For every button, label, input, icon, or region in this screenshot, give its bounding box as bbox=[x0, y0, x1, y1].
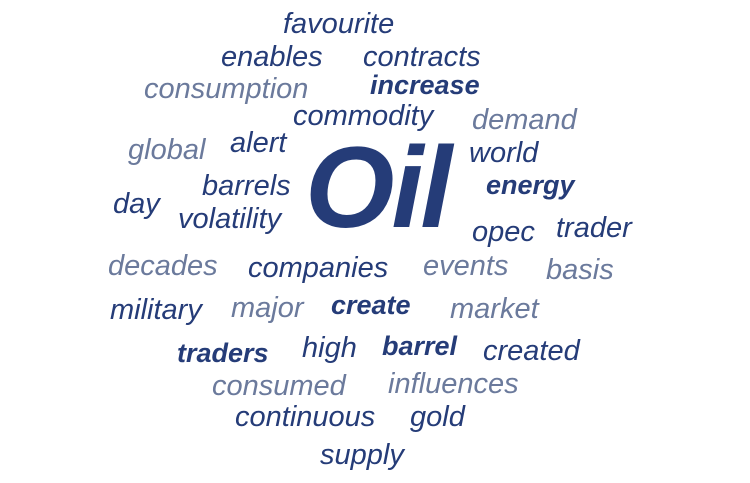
word-energy: energy bbox=[486, 170, 575, 200]
word-enables: enables bbox=[221, 41, 323, 73]
word-world: world bbox=[469, 137, 539, 169]
word-consumed: consumed bbox=[212, 370, 346, 402]
word-traders: traders bbox=[177, 338, 269, 368]
word-high: high bbox=[302, 332, 357, 364]
word-volatility: volatility bbox=[178, 203, 282, 235]
word-barrel: barrel bbox=[382, 331, 458, 361]
word-commodity: commodity bbox=[293, 100, 434, 132]
word-market: market bbox=[450, 293, 539, 325]
word-contracts: contracts bbox=[363, 41, 481, 73]
word-supply: supply bbox=[320, 439, 404, 471]
word-created: created bbox=[483, 335, 580, 367]
word-oil: Oil bbox=[305, 124, 452, 252]
word-companies: companies bbox=[248, 252, 389, 284]
word-increase: increase bbox=[370, 70, 480, 100]
word-create: create bbox=[331, 290, 411, 320]
word-demand: demand bbox=[472, 104, 577, 136]
word-influences: influences bbox=[388, 368, 519, 400]
word-trader: trader bbox=[556, 212, 632, 244]
word-consumption: consumption bbox=[144, 73, 309, 105]
word-decades: decades bbox=[108, 250, 218, 282]
word-military: military bbox=[110, 294, 202, 326]
word-favourite: favourite bbox=[283, 8, 395, 40]
word-alert: alert bbox=[230, 127, 287, 159]
word-gold: gold bbox=[410, 401, 465, 433]
word-day: day bbox=[113, 188, 160, 220]
word-basis: basis bbox=[546, 254, 614, 286]
word-major: major bbox=[231, 292, 304, 324]
word-barrels: barrels bbox=[202, 170, 291, 202]
word-continuous: continuous bbox=[235, 401, 376, 433]
word-global: global bbox=[128, 134, 206, 166]
word-events: events bbox=[423, 250, 509, 282]
word-opec: opec bbox=[472, 216, 535, 248]
